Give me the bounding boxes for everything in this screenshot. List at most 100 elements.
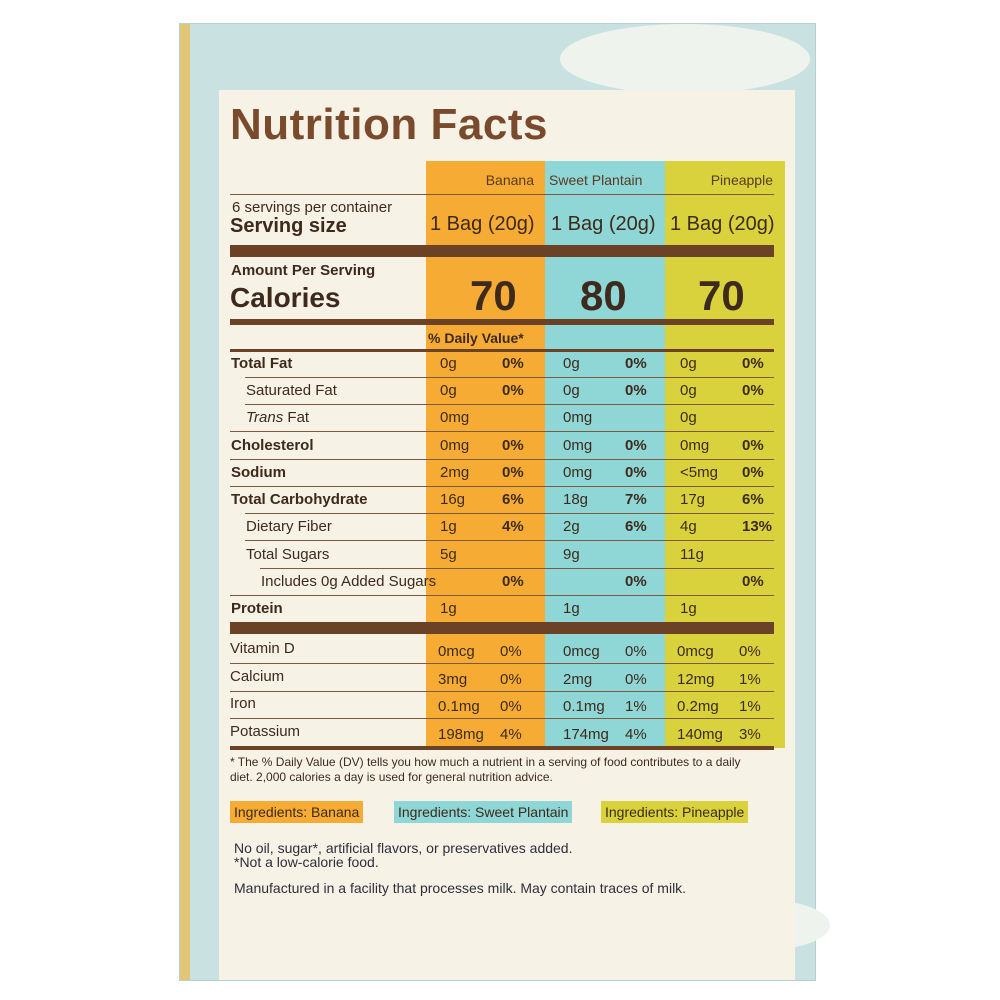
vitamin-dv-p: 1%: [739, 671, 761, 688]
nutrient-amount-s: 0g: [563, 355, 580, 372]
row-divider: [230, 691, 774, 692]
nutrient-name: Total Carbohydrate: [231, 491, 368, 508]
vitamin-amount-s: 0mcg: [563, 643, 600, 660]
nutrient-amount-p: <5mg: [680, 464, 718, 481]
nutrient-amount-b: 5g: [440, 546, 457, 563]
nutrient-name: Protein: [231, 600, 283, 617]
nutrient-dv-s: 0%: [625, 437, 647, 454]
nutrient-dv-p: 0%: [742, 437, 764, 454]
nutrient-name: Dietary Fiber: [246, 518, 332, 535]
nutrient-dv-p: 0%: [742, 355, 764, 372]
nutrient-name: Saturated Fat: [246, 382, 337, 399]
nutrient-dv-p: 0%: [742, 382, 764, 399]
vitamin-name: Potassium: [230, 723, 301, 740]
nutrient-name: Trans Fat: [246, 409, 309, 426]
nutrient-amount-p: 0g: [680, 355, 697, 372]
vitamin-amount-b: 0.1mg: [438, 698, 480, 715]
row-divider: [245, 404, 774, 405]
nutrient-dv-b: 6%: [502, 491, 524, 508]
panel-title: Nutrition Facts: [230, 100, 548, 149]
nutrient-amount-p: 11g: [680, 546, 704, 563]
nutrient-amount-p: 0g: [680, 382, 697, 399]
thick-divider: [230, 245, 774, 257]
nutrient-dv-p: 0%: [742, 464, 764, 481]
divider: [230, 349, 774, 352]
row-divider: [230, 459, 774, 460]
row-divider: [230, 595, 774, 596]
footnote-line-1: * The % Daily Value (DV) tells you how m…: [230, 755, 741, 769]
calories-pineapple: 70: [698, 272, 745, 319]
row-divider: [245, 377, 774, 378]
nutrient-name: Total Sugars: [246, 546, 330, 563]
vitamin-amount-p: 0.2mg: [677, 698, 719, 715]
vitamin-dv-p: 0%: [739, 643, 761, 660]
nutrient-dv-p: 0%: [742, 573, 764, 590]
vitamin-amount-p: 140mg: [677, 726, 723, 743]
column-header-plantain: Sweet Plantain: [549, 172, 643, 188]
nutrient-dv-s: 7%: [625, 491, 647, 508]
claim-not-low-calorie: *Not a low-calorie food.: [234, 854, 379, 870]
ingredients-pineapple: Ingredients: Pineapple: [601, 801, 749, 823]
vitamin-amount-s: 174mg: [563, 726, 609, 743]
medium-divider: [230, 319, 774, 325]
row-divider: [260, 568, 774, 569]
vitamin-dv-b: 0%: [500, 671, 522, 688]
row-divider: [230, 431, 774, 432]
calories-plantain: 80: [580, 272, 627, 319]
nutrient-amount-b: 0g: [440, 355, 457, 372]
nutrient-name-italic: Trans: [246, 409, 284, 426]
servings-per-container: 6 servings per container: [232, 199, 393, 216]
nutrient-amount-b: 1g: [440, 518, 457, 535]
nutrient-amount-s: 0mg: [563, 409, 593, 426]
nutrient-amount-b: 1g: [440, 600, 457, 617]
vitamin-dv-s: 1%: [625, 698, 647, 715]
nutrient-name: Sodium: [231, 464, 286, 481]
vitamin-name: Calcium: [230, 668, 285, 685]
medium-divider: [230, 746, 774, 750]
banana-column: [426, 161, 546, 748]
nutrient-amount-p: 4g: [680, 518, 697, 535]
nutrient-name: Total Fat: [231, 355, 293, 372]
ingredients-plantain: Ingredients: Sweet Plantain: [394, 801, 573, 823]
plantain-column: [545, 161, 665, 748]
vitamin-amount-p: 0mcg: [677, 643, 714, 660]
vitamin-dv-b: 0%: [500, 643, 522, 660]
footnote-line-2: diet. 2,000 calories a day is used for g…: [230, 770, 553, 784]
vitamin-name: Vitamin D: [230, 640, 295, 657]
nutrient-amount-p: 1g: [680, 600, 697, 617]
amount-per-serving: Amount Per Serving: [231, 262, 376, 279]
nutrient-amount-b: 0mg: [440, 409, 470, 426]
vitamin-amount-s: 0.1mg: [563, 698, 605, 715]
vitamin-dv-b: 0%: [500, 698, 522, 715]
row-divider: [230, 663, 774, 664]
allergen-statement: Manufactured in a facility that processe…: [234, 880, 687, 896]
pineapple-column: [665, 161, 785, 748]
package-side-edge: [180, 24, 190, 980]
nutrient-dv-s: 6%: [625, 518, 647, 535]
nutrient-amount-p: 17g: [680, 491, 706, 508]
nutrient-amount-s: 0mg: [563, 437, 593, 454]
row-divider: [230, 718, 774, 719]
vitamin-name: Iron: [230, 695, 256, 712]
vitamin-amount-s: 2mg: [563, 671, 593, 688]
nutrient-name: Includes 0g Added Sugars: [261, 573, 437, 590]
column-header-pineapple: Pineapple: [710, 172, 773, 188]
vitamin-dv-s: 4%: [625, 726, 647, 743]
row-divider: [230, 486, 774, 487]
nutrient-dv-b: 0%: [502, 382, 524, 399]
nutrient-name-rest: Fat: [283, 409, 310, 426]
row-divider: [245, 540, 774, 541]
column-header-banana: Banana: [485, 172, 534, 188]
nutrient-amount-s: 0g: [563, 382, 580, 399]
nutrient-dv-b: 0%: [502, 437, 524, 454]
calories-label: Calories: [230, 282, 341, 313]
nutrient-amount-s: 1g: [563, 600, 580, 617]
nutrient-dv-s: 0%: [625, 573, 647, 590]
vitamin-amount-b: 3mg: [438, 671, 468, 688]
nutrient-amount-b: 0mg: [440, 437, 470, 454]
thick-divider: [230, 622, 774, 634]
vitamin-dv-s: 0%: [625, 643, 647, 660]
nutrient-dv-s: 0%: [625, 382, 647, 399]
serving-size-banana: 1 Bag (20g): [430, 213, 535, 235]
vitamin-dv-p: 3%: [739, 726, 761, 743]
